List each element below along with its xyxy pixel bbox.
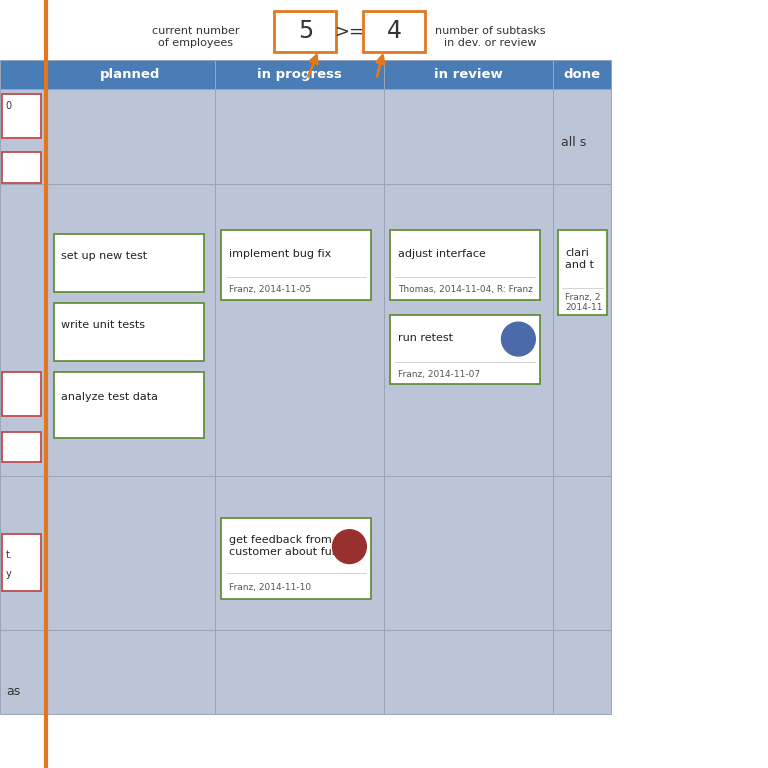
Bar xyxy=(54,234,204,292)
Bar xyxy=(221,518,371,599)
Text: Franz, 2
2014-11: Franz, 2 2014-11 xyxy=(565,293,603,313)
Bar xyxy=(2,94,41,138)
Bar xyxy=(384,60,553,89)
Text: current number
of employees: current number of employees xyxy=(152,26,240,48)
Bar xyxy=(215,476,384,630)
Bar xyxy=(54,303,204,361)
Text: write unit tests: write unit tests xyxy=(61,320,145,330)
Text: t.: t. xyxy=(5,550,12,560)
Bar xyxy=(46,60,215,89)
Bar xyxy=(558,230,607,315)
Bar xyxy=(0,714,768,768)
Bar xyxy=(46,476,215,630)
Bar xyxy=(215,60,384,89)
Bar xyxy=(553,184,611,476)
Text: all s: all s xyxy=(561,136,586,148)
Bar xyxy=(0,0,768,60)
Text: analyze test data: analyze test data xyxy=(61,392,158,402)
Bar xyxy=(215,89,384,184)
Bar xyxy=(215,184,384,476)
Text: >=: >= xyxy=(334,22,365,41)
FancyBboxPatch shape xyxy=(274,11,336,52)
Bar xyxy=(2,152,41,183)
Bar xyxy=(384,630,553,714)
Bar xyxy=(553,476,611,630)
Bar xyxy=(2,534,41,591)
Bar xyxy=(0,60,46,89)
Text: planned: planned xyxy=(101,68,161,81)
Bar xyxy=(553,60,611,89)
Text: Franz, 2014-11-07: Franz, 2014-11-07 xyxy=(398,369,480,379)
Text: done: done xyxy=(563,68,601,81)
Text: 4: 4 xyxy=(387,19,402,44)
Bar xyxy=(0,184,46,476)
FancyBboxPatch shape xyxy=(363,11,425,52)
Bar xyxy=(553,89,611,184)
Text: Thomas, 2014-11-04, R: Franz: Thomas, 2014-11-04, R: Franz xyxy=(398,285,533,294)
Bar xyxy=(2,432,41,462)
Text: as: as xyxy=(6,685,21,697)
Bar xyxy=(54,372,204,438)
Text: in progress: in progress xyxy=(257,68,342,81)
Bar xyxy=(215,630,384,714)
Text: number of subtasks
in dev. or review: number of subtasks in dev. or review xyxy=(435,26,545,48)
Bar xyxy=(46,184,215,476)
Bar xyxy=(2,372,41,416)
Text: run retest: run retest xyxy=(398,333,453,343)
Bar xyxy=(221,230,371,300)
Text: 0: 0 xyxy=(5,101,12,111)
Bar xyxy=(0,630,46,714)
Text: set up new test: set up new test xyxy=(61,251,147,261)
Text: adjust interface: adjust interface xyxy=(398,249,485,259)
Text: 5: 5 xyxy=(298,19,313,44)
Bar xyxy=(46,89,215,184)
Bar xyxy=(384,184,553,476)
Bar xyxy=(390,230,540,300)
Text: in review: in review xyxy=(434,68,503,81)
Text: Franz, 2014-11-05: Franz, 2014-11-05 xyxy=(229,285,311,294)
Bar xyxy=(384,476,553,630)
Bar xyxy=(553,630,611,714)
Text: clari
and t: clari and t xyxy=(565,248,594,270)
Bar xyxy=(46,630,215,714)
Text: implement bug fix: implement bug fix xyxy=(229,249,331,259)
Text: y: y xyxy=(5,569,11,579)
Bar xyxy=(0,476,46,630)
Text: get feedback from
customer about functio: get feedback from customer about functio xyxy=(229,535,359,557)
Bar xyxy=(390,315,540,384)
Circle shape xyxy=(333,530,366,564)
Text: Franz, 2014-11-10: Franz, 2014-11-10 xyxy=(229,583,311,592)
Bar xyxy=(0,89,46,184)
Bar xyxy=(384,89,553,184)
Circle shape xyxy=(502,323,535,356)
